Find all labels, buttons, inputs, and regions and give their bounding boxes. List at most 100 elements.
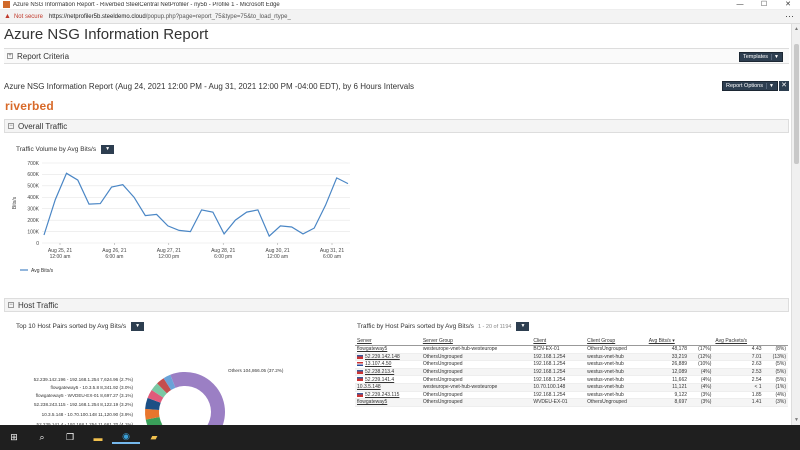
expand-icon[interactable]: + — [7, 53, 13, 59]
x-tick-label: 6:00 am — [323, 254, 341, 260]
report-options-button[interactable]: Report Options ▼ — [722, 81, 778, 91]
address-bar[interactable]: ▲ Not secure https://netprofiler5b.steel… — [0, 10, 800, 24]
column-header[interactable]: Avg Packets/s — [713, 337, 764, 346]
server-cell[interactable]: flowgateway5 — [355, 398, 421, 407]
traffic-line-chart: 0 100K 200K 300K 400K 500K 600K 700K Bits/s Aug 2… — [12, 161, 350, 274]
x-tick-label: 12:00 am — [267, 254, 288, 260]
server-cell[interactable]: 52.239.142.148 — [355, 353, 421, 362]
table-header-row: Server Server Group Client Client Group Avg … — [355, 337, 788, 346]
report-criteria-label[interactable]: Report Criteria — [17, 51, 70, 61]
host-traffic-section[interactable]: − Host Traffic — [4, 298, 789, 312]
windows-start-icon[interactable]: ⊞ — [10, 432, 18, 442]
chart-options-dropdown[interactable]: ▼ — [101, 145, 115, 154]
table-cell: (5%) — [763, 360, 788, 369]
y-axis-label: Bits/s — [12, 196, 18, 209]
column-header[interactable]: Avg Bits/s ▾ — [646, 337, 690, 346]
table-cell: OthersUngrouped — [585, 398, 647, 407]
donut-slice — [145, 416, 163, 425]
close-window-button[interactable]: ✕ — [785, 0, 791, 8]
series-line-avg-bits — [43, 172, 349, 238]
table-row[interactable]: flowgateway5 westeurope-vnet-hub-westeuro… — [355, 345, 788, 354]
donut-title: Top 10 Host Pairs sorted by Avg Bits/s — [16, 323, 127, 330]
page-scrollbar[interactable]: ▲ ▼ — [791, 24, 800, 425]
donut-options-dropdown[interactable]: ▼ — [131, 322, 145, 331]
close-report-button[interactable]: ✕ — [779, 81, 789, 91]
task-view-icon[interactable]: ❐ — [65, 432, 75, 442]
scrollbar-thumb[interactable] — [794, 44, 799, 164]
column-header[interactable]: Client — [531, 337, 586, 346]
column-header[interactable]: Server — [355, 337, 421, 346]
country-flag-icon — [357, 362, 363, 367]
table-cell: (5%) — [763, 368, 788, 377]
search-icon[interactable]: ⌕ — [39, 432, 45, 442]
table-row[interactable]: flowgateway5 OthersUngrouped WVDEU-EX-01 Ot… — [355, 398, 788, 407]
report-criteria-bar[interactable]: + Report Criteria Templates ▼ — [4, 48, 789, 64]
table-cell: (12%) — [689, 353, 714, 362]
host-pairs-donut-chart: Others 104,866.05 (37.2%) flowgateway5 - … — [34, 368, 284, 425]
url-path: /popup.php?page=report_75&type=75&to_loa… — [145, 13, 291, 20]
templates-label: Templates — [742, 54, 769, 60]
table-cell: 4.43 — [713, 345, 764, 354]
server-cell[interactable]: 52.239.141.4 — [355, 375, 421, 384]
table-row[interactable]: 52.239.141.4 OthersUngrouped 192.168.1.254… — [355, 375, 788, 384]
y-tick-label: 300K — [27, 207, 39, 213]
minimize-button[interactable]: — — [736, 0, 744, 8]
donut-slice — [170, 372, 225, 425]
donut-slice — [145, 397, 161, 410]
table-cell: OthersUngrouped — [420, 360, 532, 369]
column-header[interactable]: Client Group — [585, 337, 647, 346]
url-text[interactable]: https://netprofiler5b.steeldemo.cloud/po… — [49, 14, 291, 20]
table-cell: 48,178 — [646, 345, 690, 354]
table-options-dropdown[interactable]: ▼ — [516, 322, 530, 331]
donut-slice — [151, 383, 167, 398]
collapse-icon[interactable]: − — [8, 123, 14, 129]
host-traffic-label[interactable]: Host Traffic — [18, 300, 59, 310]
edge-browser-icon[interactable]: ◉ — [112, 431, 140, 444]
server-cell[interactable]: 52.238.213.4 — [355, 368, 421, 377]
table-cell: (5%) — [763, 375, 788, 384]
maximize-button[interactable]: ☐ — [760, 0, 768, 8]
overall-traffic-label[interactable]: Overall Traffic — [18, 121, 68, 131]
server-cell[interactable]: 13.107.4.50 — [355, 360, 421, 369]
table-cell: OthersUngrouped — [420, 398, 532, 407]
scroll-down-icon[interactable]: ▼ — [794, 417, 799, 423]
y-tick-label: 700K — [27, 161, 39, 167]
file-explorer-icon[interactable]: ▬ — [93, 432, 103, 443]
table-row[interactable]: 52.239.142.148 OthersUngrouped 192.168.1.2… — [355, 353, 788, 362]
more-icon[interactable]: ⋯ — [785, 11, 794, 21]
server-cell[interactable]: flowgateway5 — [355, 345, 421, 354]
table-cell: < 1 — [713, 383, 764, 392]
warning-icon[interactable]: ▲ — [4, 13, 11, 20]
donut-slice-label: 52.238.243.115 - 192.168.1.254 8,122.19 … — [34, 402, 133, 407]
table-title-row: Traffic by Host Pairs sorted by Avg Bits… — [357, 322, 530, 331]
table-row[interactable]: 52.238.213.4 OthersUngrouped 192.168.1.254… — [355, 368, 788, 377]
x-tick-label: 6:00 pm — [214, 254, 232, 260]
windows-taskbar: ⊞ ⌕ ❐ ▬ ◉ ▰ — [0, 425, 800, 450]
table-cell: 1.41 — [713, 398, 764, 407]
table-row[interactable]: 13.107.4.50 OthersUngrouped 192.168.1.254 w… — [355, 360, 788, 369]
table-cell: 9,122 — [646, 391, 690, 400]
donut-slice-label: flowgateway5 - WVDEU-EX-01 8,697.27 (3.1… — [36, 393, 134, 398]
table-cell: 7.01 — [713, 353, 764, 362]
donut-slice-label: 52.239.142.196 - 192.168.1.254 7,624.96 … — [34, 377, 134, 382]
x-tick-label: 12:00 am — [50, 254, 71, 260]
overall-traffic-section[interactable]: − Overall Traffic — [4, 119, 789, 133]
not-secure-label[interactable]: Not secure — [13, 13, 43, 20]
country-flag-icon — [357, 377, 363, 382]
collapse-icon[interactable]: − — [8, 302, 14, 308]
table-cell: (17%) — [689, 345, 714, 354]
server-cell[interactable]: 52.239.243.115 — [355, 391, 421, 400]
table-cell: BCN-EX-01 — [531, 345, 586, 354]
x-tick-label: Aug 31, 21 — [320, 248, 344, 254]
scroll-up-icon[interactable]: ▲ — [794, 26, 799, 32]
templates-button[interactable]: Templates ▼ — [738, 52, 783, 62]
chevron-down-icon: ▼ — [771, 54, 779, 60]
table-cell: OthersUngrouped — [420, 353, 532, 362]
table-row[interactable]: 10.3.5.148 westeurope-vnet-hub-westeurope… — [355, 383, 788, 392]
folder-icon[interactable]: ▰ — [150, 432, 158, 442]
window-title: Azure NSG Information Report - Riverbed … — [13, 1, 280, 8]
table-row[interactable]: 52.239.243.115 OthersUngrouped 192.168.1.2… — [355, 391, 788, 400]
table-cell: 192.168.1.254 — [531, 391, 586, 400]
column-header[interactable]: Server Group — [420, 337, 532, 346]
server-cell[interactable]: 10.3.5.148 — [355, 383, 421, 392]
